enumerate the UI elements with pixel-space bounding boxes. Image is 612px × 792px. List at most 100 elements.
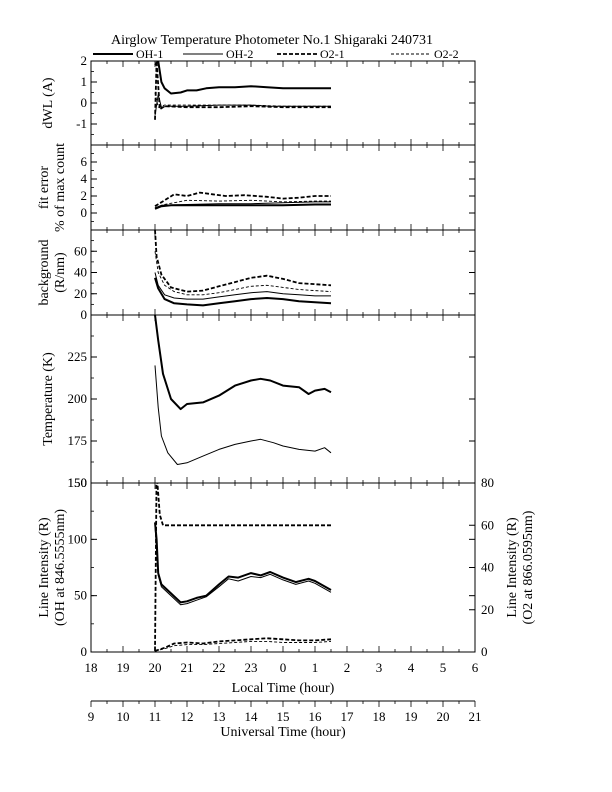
panel-fit: 6 4 2 0 fit error% of max count [37,143,476,232]
ytick-label-temperature: 200 [68,391,88,406]
series-fit-o2-1 [154,191,331,207]
ytick-label-background: 0 [81,307,88,322]
ytick-label-dwl: -1 [76,116,87,131]
legend: OH-1 OH-2 O2-1 O2-2 [93,47,459,61]
ut-tick-label: 12 [181,709,194,724]
ytick-label-intensity: 150 [68,475,88,490]
legend-label-oh-1: OH-1 [136,47,163,61]
local-tick-label: 23 [245,660,258,675]
series-intensity-oh-2 [154,525,332,606]
ytick-label-fit: 2 [81,188,88,203]
local-time-label: Local Time (hour) [232,681,335,696]
ytick-label-background: 40 [74,265,87,280]
ytick-label-intensity: 50 [74,588,87,603]
ut-tick-label: 11 [149,709,162,724]
series-fit-o2-2 [154,199,331,209]
ytick-label-dwl: 0 [81,95,88,110]
ylabel-fit-0: fit error [37,166,52,209]
local-tick-label: 4 [408,660,415,675]
panel-frame-background [90,229,476,316]
local-tick-label: 1 [312,660,319,675]
panel-frame-fit [90,144,476,231]
series-background-oh-2 [154,272,331,300]
ut-tick-label: 21 [469,709,482,724]
y2label-1: (O2 at 866.0595nm) [521,510,536,624]
y2tick-label: 0 [481,644,488,659]
series-background-o2-1 [154,230,332,293]
ut-tick-label: 20 [437,709,450,724]
local-tick-label: 21 [181,660,194,675]
ut-tick-label: 14 [245,709,259,724]
ylabel-intensity-1: (OH at 846.5555nm) [53,509,68,626]
ytick-label-temperature: 150 [68,475,88,490]
panel-frame-dwl [90,60,476,146]
chart-title: Airglow Temperature Photometer No.1 Shig… [111,33,433,48]
series-temperature-oh-2 [154,365,332,465]
universal-time-axis: 9 10 11 12 13 14 15 16 17 18 19 20 21 Universal Time … [88,700,482,740]
y2tick-label: 80 [481,475,494,490]
panel-frame-temperature [90,314,476,484]
y2label-0: Line Intensity (R) [505,517,520,618]
ytick-label-temperature: 225 [68,349,88,364]
series-intensity-oh-1 [154,522,332,604]
y2tick-label: 40 [481,560,494,575]
panel-dwl: 2 1 0 -1 dWL (A) [41,53,476,146]
ut-tick-label: 15 [277,709,290,724]
ylabel-dwl-0: dWL (A) [41,77,56,129]
panel-frame-intensity [90,482,476,653]
legend-label-o2-1: O2-1 [320,47,345,61]
ut-tick-label: 13 [213,709,226,724]
local-tick-label: 2 [344,660,351,675]
series-background-oh-1 [154,277,332,307]
ytick-label-fit: 6 [81,154,88,169]
ytick-label-background: 20 [74,286,87,301]
y2tick-label: 60 [481,517,494,532]
ytick-label-intensity: 0 [81,644,88,659]
series-intensity-o2-2 [154,640,332,652]
ylabel-background-0: background [37,239,52,305]
ut-tick-label: 10 [117,709,130,724]
ylabel-intensity-0: Line Intensity (R) [37,517,52,618]
ytick-label-background: 60 [74,243,87,258]
ylabel-background-1: (R/nm) [53,252,68,293]
local-tick-label: 6 [472,660,479,675]
ytick-label-dwl: 2 [81,53,88,68]
series-dwl-o2-2 [154,92,331,108]
ut-tick-label: 19 [405,709,418,724]
panel-temperature: 225 200 175 150 Temperature (K) [41,314,476,490]
ytick-label-fit: 4 [81,171,88,186]
local-tick-label: 20 [149,660,162,675]
series-intensity-o2-1 [154,637,332,652]
local-tick-label: 22 [213,660,226,675]
series-fit-oh-1 [154,203,331,210]
local-tick-label: 3 [376,660,383,675]
y2tick-label: 20 [481,602,494,617]
ut-tick-label: 18 [373,709,386,724]
local-tick-label: 5 [440,660,447,675]
ut-tick-label: 9 [88,709,95,724]
local-tick-label: 0 [280,660,287,675]
ytick-label-dwl: 1 [81,74,88,89]
local-tick-label: 18 [85,660,98,675]
series-background-o2-2 [154,251,332,296]
local-tick-label: 19 [117,660,130,675]
series-temperature-oh-1 [154,315,332,411]
ytick-label-temperature: 175 [68,433,88,448]
ylabel-fit-1: % of max count [53,143,68,232]
ut-label: Universal Time (hour) [220,725,346,740]
series-intensity-o2-1 [154,483,331,651]
series-dwl-o2-1 [154,61,331,120]
ytick-label-intensity: 100 [68,531,88,546]
ut-tick-label: 16 [309,709,323,724]
series-fit-oh-2 [154,201,331,209]
ut-tick-label: 17 [341,709,355,724]
legend-label-oh-2: OH-2 [226,47,253,61]
ytick-label-fit: 0 [81,205,88,220]
ylabel-temperature-0: Temperature (K) [41,352,56,446]
panel-background: 60 40 20 0 background (R/nm) [37,229,476,322]
legend-label-o2-2: O2-2 [434,47,459,61]
